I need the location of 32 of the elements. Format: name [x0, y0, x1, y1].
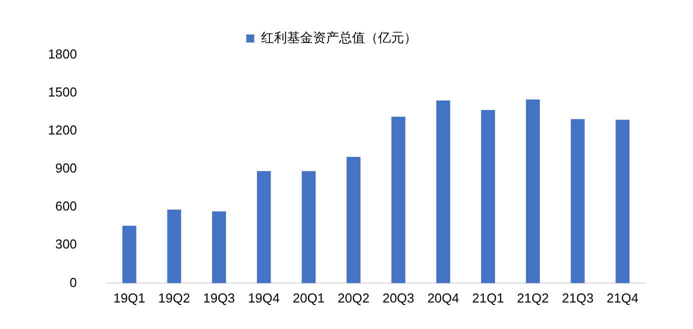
bar	[526, 100, 540, 284]
y-tick-label: 900	[55, 160, 77, 176]
bar	[391, 116, 406, 284]
y-tick-label: 300	[55, 236, 77, 252]
y-tick-label: 1200	[48, 122, 77, 138]
x-tick-label: 21Q2	[516, 290, 549, 306]
x-tick-label: 19Q4	[248, 290, 280, 306]
legend-label: 红利基金资产总值（亿元）	[260, 30, 417, 46]
y-tick-label: 1500	[48, 84, 77, 100]
x-tick-label: 20Q3	[382, 290, 414, 306]
y-tick-label: 1800	[48, 46, 77, 62]
x-tick-label: 19Q2	[158, 290, 190, 306]
x-tick-label: 19Q3	[203, 290, 235, 306]
x-tick-label: 21Q3	[562, 290, 594, 306]
y-tick-label: 0	[70, 274, 77, 290]
bar	[256, 171, 271, 284]
x-tick-label: 21Q4	[606, 290, 638, 306]
x-tick-label: 20Q1	[292, 290, 325, 306]
bar	[212, 211, 226, 284]
x-tick-label: 19Q1	[113, 290, 146, 306]
bar	[302, 171, 316, 284]
bar	[570, 119, 585, 284]
bar	[167, 210, 182, 284]
bar	[616, 120, 630, 284]
bar	[346, 156, 360, 284]
y-tick-label: 600	[55, 198, 77, 214]
bar	[436, 100, 450, 284]
x-tick-label: 20Q4	[427, 290, 460, 306]
bar	[122, 226, 136, 284]
x-tick-label: 21Q1	[472, 290, 504, 306]
x-tick-label: 20Q2	[338, 290, 370, 306]
bar	[481, 110, 496, 284]
